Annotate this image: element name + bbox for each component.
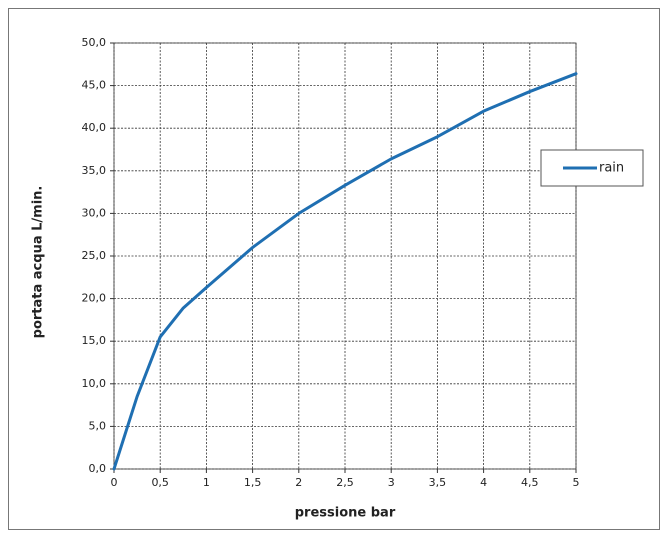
y-tick-label: 40,0 xyxy=(82,121,107,134)
x-tick-label: 2,5 xyxy=(336,476,354,489)
y-axis-title: portata acqua L/min. xyxy=(31,186,46,339)
y-tick-label: 35,0 xyxy=(82,164,107,177)
y-tick-label: 15,0 xyxy=(82,334,107,347)
x-tick-label: 3,5 xyxy=(429,476,447,489)
x-tick-label: 0 xyxy=(111,476,118,489)
y-tick-label: 10,0 xyxy=(82,377,107,390)
legend-box xyxy=(540,149,644,187)
x-tick-label: 1 xyxy=(203,476,210,489)
y-tick-label: 50,0 xyxy=(82,36,107,49)
y-tick-label: 0,0 xyxy=(89,462,107,475)
x-tick-label: 4,5 xyxy=(521,476,539,489)
x-tick-label: 1,5 xyxy=(244,476,262,489)
plot-frame xyxy=(113,42,577,470)
x-tick-label: 2 xyxy=(295,476,302,489)
legend-label: rain xyxy=(599,161,624,176)
x-axis-title: pressione bar xyxy=(295,506,396,521)
data-line xyxy=(112,72,578,471)
x-tick-label: 5 xyxy=(573,476,580,489)
x-tick-label: 3 xyxy=(388,476,395,489)
y-tick-label: 25,0 xyxy=(82,249,107,262)
y-tick-label: 45,0 xyxy=(82,79,107,92)
x-tick-label: 4 xyxy=(480,476,487,489)
y-tick-label: 30,0 xyxy=(82,206,107,219)
y-tick-label: 20,0 xyxy=(82,292,107,305)
chart-frame xyxy=(8,8,660,530)
y-tick-label: 5,0 xyxy=(89,419,107,432)
x-tick-label: 0,5 xyxy=(151,476,169,489)
